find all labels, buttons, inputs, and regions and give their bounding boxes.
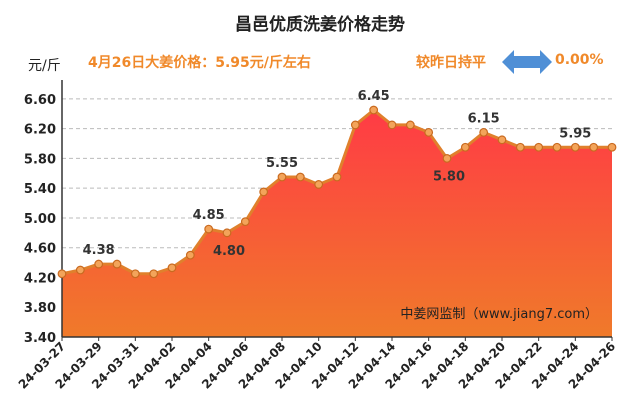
y-tick-label: 6.60 bbox=[24, 93, 56, 108]
data-point bbox=[387, 120, 397, 130]
y-tick-label: 4.60 bbox=[24, 242, 56, 257]
y-tick-label: 3.80 bbox=[24, 301, 56, 316]
data-point bbox=[570, 142, 580, 152]
y-tick-label: 5.40 bbox=[24, 182, 56, 197]
data-label: 4.80 bbox=[213, 244, 245, 259]
price-headline: 4月26日大姜价格：5.95元/斤左右 bbox=[88, 55, 311, 71]
data-point bbox=[204, 224, 214, 234]
data-markers bbox=[57, 105, 617, 279]
data-point bbox=[259, 187, 269, 197]
data-point bbox=[552, 142, 562, 152]
data-point bbox=[479, 127, 489, 137]
data-point bbox=[295, 172, 305, 182]
data-point bbox=[460, 142, 470, 152]
watermark: 中姜网监制（www.jiang7.com） bbox=[400, 307, 598, 322]
data-point bbox=[589, 142, 599, 152]
data-point bbox=[405, 120, 415, 130]
data-point bbox=[130, 269, 140, 279]
data-point bbox=[185, 250, 195, 260]
y-tick-label: 5.00 bbox=[24, 212, 56, 227]
y-tick-label: 4.20 bbox=[24, 271, 56, 286]
axes bbox=[61, 80, 612, 338]
data-label: 4.38 bbox=[83, 243, 115, 258]
data-label: 6.15 bbox=[468, 111, 500, 126]
data-label: 5.95 bbox=[559, 126, 591, 141]
data-point bbox=[369, 105, 379, 115]
double-arrow-icon bbox=[502, 50, 552, 74]
y-unit-label: 元/斤 bbox=[28, 58, 61, 74]
data-point bbox=[534, 142, 544, 152]
data-label: 5.80 bbox=[433, 169, 465, 184]
y-tick-label: 5.80 bbox=[24, 152, 56, 167]
data-point bbox=[607, 142, 617, 152]
data-label: 4.85 bbox=[193, 208, 225, 223]
data-point bbox=[515, 142, 525, 152]
data-point bbox=[222, 228, 232, 238]
y-tick-label: 6.20 bbox=[24, 123, 56, 138]
area-series bbox=[61, 108, 612, 337]
data-labels: 4.38 4.85 4.80 5.55 6.45 5.80 6.15 5.95 bbox=[83, 89, 592, 259]
y-tick-label: 3.40 bbox=[24, 331, 56, 346]
x-tick-labels: 24-03-2724-03-2924-03-3124-04-0224-04-04… bbox=[16, 337, 618, 392]
data-point bbox=[314, 180, 324, 189]
change-percent: 0.00% bbox=[555, 52, 604, 68]
data-point bbox=[167, 263, 177, 273]
data-point bbox=[57, 269, 67, 279]
data-point bbox=[424, 127, 434, 137]
data-point bbox=[277, 172, 287, 182]
compare-label: 较昨日持平 bbox=[416, 55, 486, 71]
data-point bbox=[112, 259, 122, 269]
chart-title: 昌邑优质洗姜价格走势 bbox=[235, 15, 405, 35]
data-point bbox=[149, 269, 159, 279]
data-point bbox=[94, 259, 104, 269]
data-point bbox=[497, 135, 507, 145]
data-point bbox=[350, 120, 360, 130]
data-point bbox=[442, 154, 452, 163]
data-point bbox=[240, 217, 250, 227]
y-tick-labels: 6.60 6.20 5.80 5.40 5.00 4.60 4.20 3.80 3.40 bbox=[24, 93, 56, 346]
data-point bbox=[75, 265, 85, 275]
area-fill bbox=[62, 110, 612, 337]
data-point bbox=[332, 172, 342, 182]
data-label: 5.55 bbox=[266, 156, 298, 171]
data-label: 6.45 bbox=[358, 89, 390, 104]
